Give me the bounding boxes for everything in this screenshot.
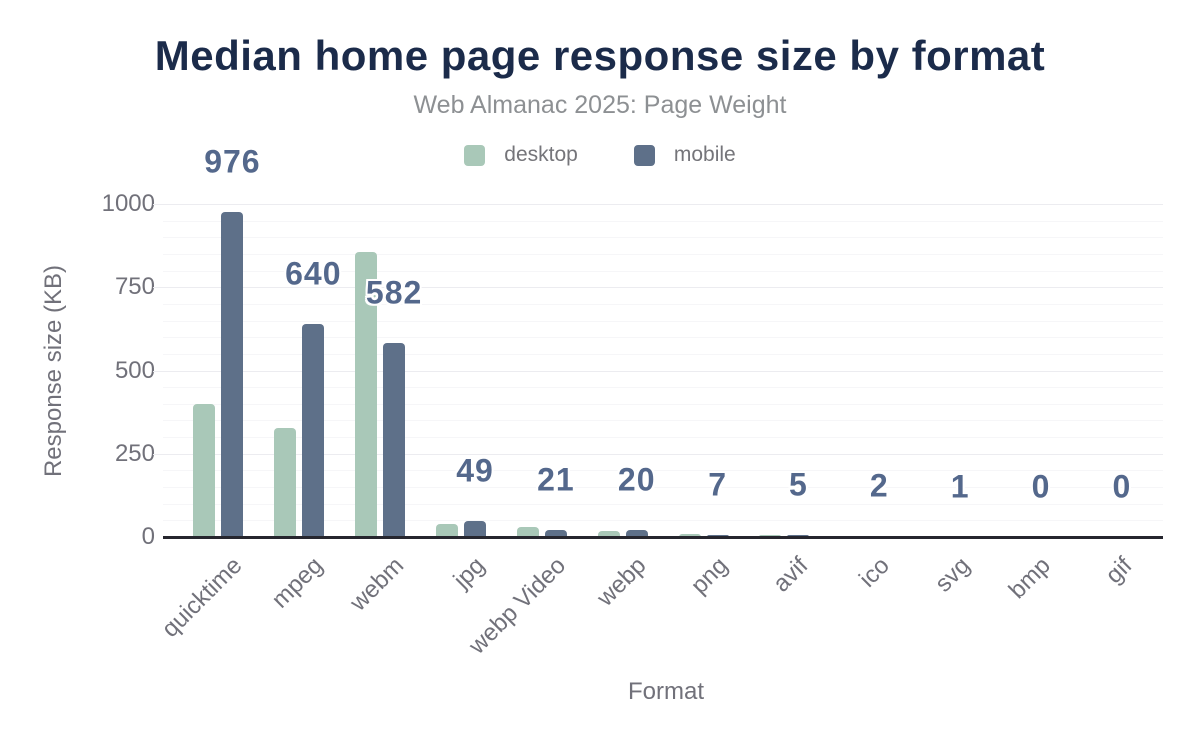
y-axis-tick-label: 0 <box>141 523 155 550</box>
y-axis-tick-mark <box>153 287 163 289</box>
minor-gridline <box>163 320 1163 322</box>
minor-gridline <box>163 470 1163 472</box>
minor-gridline <box>163 420 1163 422</box>
minor-gridline <box>163 237 1163 239</box>
major-gridline <box>163 453 1163 455</box>
x-axis-category-label-webp: webp <box>592 552 652 612</box>
legend-label-desktop: desktop <box>504 143 578 166</box>
x-axis-category-label-png: png <box>685 552 733 600</box>
bar-value-label-webp: 20 <box>617 461 656 498</box>
bar-value-label-webp-video: 21 <box>537 461 575 498</box>
bar-desktop-webp[interactable] <box>597 531 620 537</box>
minor-gridline <box>163 353 1163 355</box>
bar-value-label-ico: 2 <box>869 467 889 504</box>
bar-desktop-png[interactable] <box>678 534 701 537</box>
bar-mobile-webp[interactable] <box>625 530 648 537</box>
y-axis-tick-label: 750 <box>114 273 155 301</box>
bar-value-label-quicktime: 976 <box>204 143 261 180</box>
minor-gridline <box>163 520 1163 522</box>
bar-mobile-jpg[interactable] <box>464 520 486 537</box>
x-axis-category-label-webm: webm <box>344 552 410 617</box>
bar-value-label-mpeg: 640 <box>285 255 342 292</box>
y-axis-tick-label: 250 <box>114 439 155 467</box>
legend-item-mobile[interactable]: mobile <box>633 143 736 167</box>
minor-gridline <box>163 487 1163 489</box>
x-axis-category-label-quicktime: quicktime <box>156 552 248 643</box>
bar-desktop-webm[interactable] <box>355 252 378 537</box>
mobile-legend-swatch <box>633 144 655 166</box>
y-axis-tick-mark <box>153 204 163 205</box>
bar-desktop-quicktime[interactable] <box>193 403 216 537</box>
minor-gridline <box>163 220 1163 222</box>
y-axis-tick-label: 500 <box>114 356 155 384</box>
bar-value-label-webm: 582 <box>365 274 423 311</box>
x-axis-category-label-svg: svg <box>929 552 976 598</box>
legend-item-desktop[interactable]: desktop <box>464 143 578 167</box>
legend-label-mobile: mobile <box>673 143 736 166</box>
bar-value-label-gif: 0 <box>1112 468 1132 505</box>
x-axis-category-label-bmp: bmp <box>1003 552 1057 605</box>
y-axis-tick-mark <box>153 453 163 455</box>
bar-value-label-png: 7 <box>708 466 727 503</box>
x-axis-category-label-ico: ico <box>853 552 895 593</box>
x-axis-title: Format <box>627 678 705 705</box>
bar-value-label-svg: 1 <box>950 468 970 505</box>
bar-mobile-webp-video[interactable] <box>544 530 567 537</box>
y-axis-tick-mark <box>153 370 163 372</box>
minor-gridline <box>163 337 1163 339</box>
x-axis-category-label-avif: avif <box>767 552 814 598</box>
x-axis-category-label-jpg: jpg <box>448 552 491 594</box>
minor-gridline <box>163 270 1163 272</box>
legend: desktop mobile <box>0 143 1200 167</box>
bar-desktop-jpg[interactable] <box>436 523 458 537</box>
bar-mobile-mpeg[interactable] <box>302 323 325 537</box>
major-gridline <box>163 204 1163 205</box>
x-axis-category-label-gif: gif <box>1099 552 1137 590</box>
minor-gridline <box>163 437 1163 439</box>
bar-desktop-webp-video[interactable] <box>516 527 539 537</box>
chart-subtitle: Web Almanac 2025: Page Weight <box>413 91 787 119</box>
major-gridline <box>163 287 1163 289</box>
minor-gridline <box>163 503 1163 505</box>
y-axis-title: Response size (KB) <box>40 264 67 478</box>
bar-value-label-avif: 5 <box>788 466 808 503</box>
minor-gridline <box>163 403 1163 405</box>
bar-desktop-mpeg[interactable] <box>274 428 297 537</box>
bar-mobile-quicktime[interactable] <box>221 212 244 537</box>
minor-gridline <box>163 387 1163 389</box>
bar-value-label-jpg: 49 <box>456 452 494 489</box>
bar-mobile-png[interactable] <box>706 534 729 537</box>
bar-mobile-webm[interactable] <box>383 343 406 537</box>
x-axis-line <box>163 536 1163 539</box>
bar-value-label-bmp: 0 <box>1031 468 1051 505</box>
x-axis-category-label-mpeg: mpeg <box>266 552 329 614</box>
desktop-legend-swatch <box>464 144 486 166</box>
minor-gridline <box>163 253 1163 255</box>
minor-gridline <box>163 303 1163 305</box>
major-gridline <box>163 370 1163 372</box>
chart-title: Median home page response size by format <box>154 32 1046 79</box>
y-axis-tick-label: 1000 <box>101 190 155 217</box>
